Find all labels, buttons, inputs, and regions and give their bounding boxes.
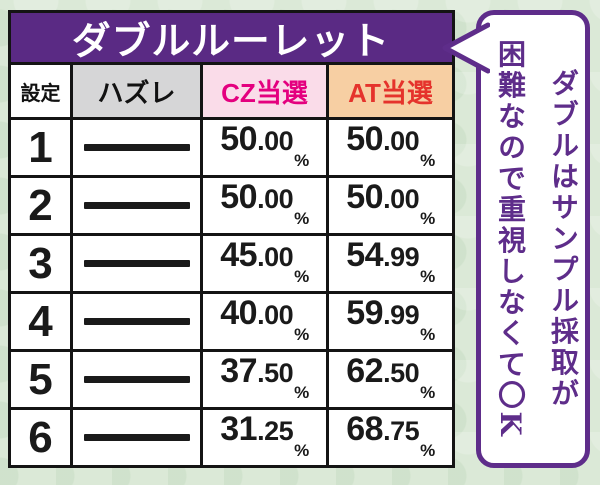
header-cz-win: CZ当選 — [203, 65, 326, 117]
dash — [83, 144, 190, 151]
setting-number: 4 — [11, 294, 70, 349]
percent-symbol: % — [294, 383, 309, 402]
percent-symbol: % — [420, 325, 435, 344]
at-win-value: 62.50% — [329, 352, 452, 407]
setting-number: 2 — [11, 178, 70, 233]
at-win-value: 68.75% — [329, 410, 452, 465]
dash — [83, 202, 190, 209]
speech-bubble-tail — [442, 22, 490, 74]
percent-symbol: % — [294, 209, 309, 228]
percent-symbol: % — [420, 209, 435, 228]
setting-number: 3 — [11, 236, 70, 291]
roulette-table-panel: ダブルルーレット 設定 ハズレ CZ当選 AT当選 1 50.00% 50.00… — [8, 10, 455, 468]
bubble-text-column-1: ダブルはサンプル採取が — [547, 68, 580, 410]
percent-symbol: % — [294, 267, 309, 286]
cz-win-value: 50.00% — [203, 178, 326, 233]
cz-win-value: 31.25% — [203, 410, 326, 465]
percent-symbol: % — [420, 441, 435, 460]
percent-symbol: % — [420, 383, 435, 402]
hazure-cell — [73, 178, 200, 233]
table-title-bar: ダブルルーレット — [8, 10, 455, 65]
settings-table: 設定 ハズレ CZ当選 AT当選 1 50.00% 50.00% 2 50.00… — [8, 65, 455, 468]
cz-win-value: 45.00% — [203, 236, 326, 291]
at-win-value: 50.00% — [329, 178, 452, 233]
hazure-cell — [73, 120, 200, 175]
setting-number: 1 — [11, 120, 70, 175]
hazure-cell — [73, 236, 200, 291]
percent-symbol: % — [420, 151, 435, 170]
percent-symbol: % — [294, 325, 309, 344]
percent-symbol: % — [294, 441, 309, 460]
dash — [83, 318, 190, 325]
setting-number: 6 — [11, 410, 70, 465]
comment-speech-bubble: ダブルはサンプル採取が 困難なので重視しなくて〇K — [476, 10, 590, 468]
at-win-value: 50.00% — [329, 120, 452, 175]
hazure-cell — [73, 352, 200, 407]
setting-number: 5 — [11, 352, 70, 407]
cz-win-value: 50.00% — [203, 120, 326, 175]
header-at-win: AT当選 — [329, 65, 452, 117]
cz-win-value: 40.00% — [203, 294, 326, 349]
at-win-value: 54.99% — [329, 236, 452, 291]
percent-symbol: % — [294, 151, 309, 170]
table-title: ダブルルーレット — [72, 21, 391, 63]
hazure-cell — [73, 294, 200, 349]
dash — [83, 260, 190, 267]
cz-win-value: 37.50% — [203, 352, 326, 407]
header-hazure: ハズレ — [73, 65, 200, 117]
percent-symbol: % — [420, 267, 435, 286]
hazure-cell — [73, 410, 200, 465]
at-win-value: 59.99% — [329, 294, 452, 349]
header-setting: 設定 — [11, 65, 70, 117]
bubble-text-column-2: 困難なので重視しなくて〇K — [494, 39, 527, 439]
dash — [83, 376, 190, 383]
dash — [83, 434, 190, 441]
